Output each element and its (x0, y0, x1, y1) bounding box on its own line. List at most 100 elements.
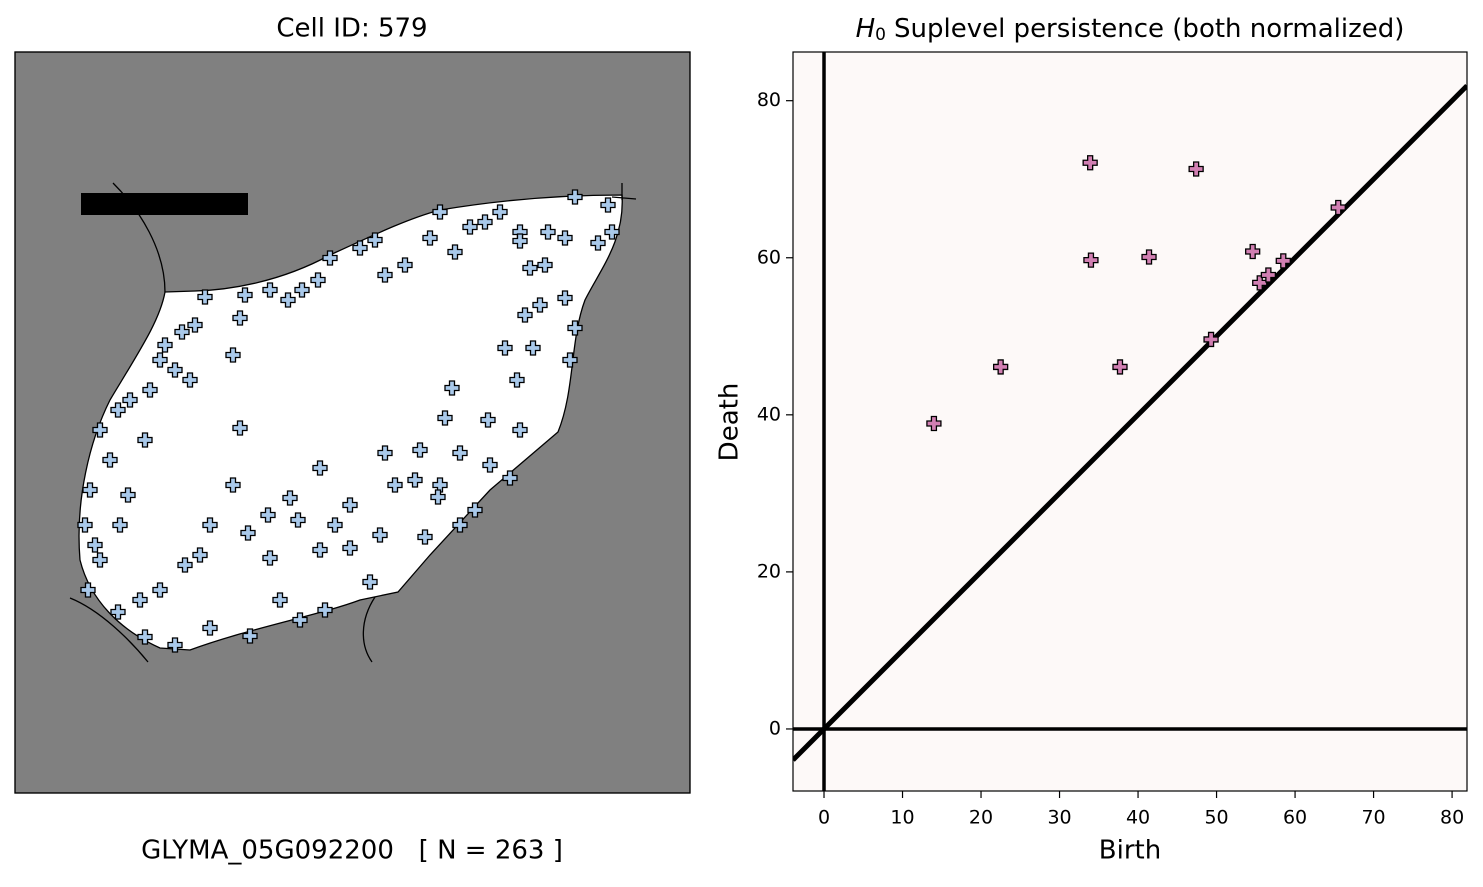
neighbor-boundary (69, 182, 637, 663)
point (492, 204, 508, 220)
point (110, 402, 126, 418)
point (327, 517, 343, 533)
point (567, 189, 583, 205)
point (562, 352, 578, 368)
x-tick-label: 20 (969, 807, 993, 829)
point (280, 292, 296, 308)
point (137, 432, 153, 448)
point (1330, 199, 1346, 216)
point (567, 320, 583, 336)
point (102, 452, 118, 468)
point (1203, 331, 1219, 348)
point (482, 457, 498, 473)
point (82, 482, 98, 498)
title-subscript: 0 (875, 25, 886, 45)
point (557, 290, 573, 306)
y-axis-label: Death (715, 383, 745, 462)
title-symbol: H (856, 14, 876, 44)
point (92, 552, 108, 568)
point (152, 582, 168, 598)
point (462, 219, 478, 235)
point (292, 612, 308, 628)
point (480, 412, 496, 428)
point (262, 550, 278, 566)
point (367, 232, 383, 248)
point (232, 420, 248, 436)
point (590, 235, 606, 251)
point (522, 260, 538, 276)
point (167, 362, 183, 378)
point (317, 602, 333, 618)
point (387, 477, 403, 493)
point (167, 637, 183, 653)
x-tick-label: 40 (1126, 807, 1150, 829)
y-tick-label: 60 (757, 246, 781, 268)
cell-outline (78, 194, 623, 651)
point (540, 224, 556, 240)
point (174, 324, 190, 340)
plot-area (77, 189, 620, 653)
x-tick-label: 30 (1047, 807, 1071, 829)
x-tick-label: 80 (1440, 807, 1464, 829)
point (322, 250, 338, 266)
point (1275, 253, 1291, 269)
point (282, 490, 298, 506)
left-title: Cell ID: 579 (276, 14, 427, 44)
point (444, 380, 460, 396)
point (242, 628, 258, 644)
point (377, 267, 393, 283)
point (604, 224, 620, 240)
point (240, 525, 256, 541)
point (1188, 161, 1204, 177)
point (87, 537, 103, 553)
point (1083, 252, 1099, 268)
point (260, 507, 276, 523)
point (1252, 275, 1268, 291)
point (430, 489, 446, 505)
point (232, 310, 248, 326)
point (92, 422, 108, 438)
point (294, 282, 310, 298)
point (80, 582, 96, 598)
point (1082, 155, 1098, 171)
point (132, 592, 148, 608)
point (197, 289, 213, 305)
plot-frame (14, 51, 691, 794)
point (417, 529, 433, 545)
point (112, 517, 128, 533)
point (1141, 249, 1157, 265)
point (225, 347, 241, 363)
point (477, 214, 493, 230)
point (512, 233, 528, 249)
point (422, 230, 438, 246)
x-tick-label: 0 (818, 807, 830, 829)
point (432, 204, 448, 220)
point (290, 512, 306, 528)
point (1245, 243, 1261, 260)
point (600, 197, 616, 213)
point (372, 527, 388, 543)
y-tick-label: 80 (757, 89, 781, 111)
point (532, 297, 548, 313)
point (312, 460, 328, 476)
y-tick-label: 0 (769, 717, 781, 739)
point (362, 574, 378, 590)
point (262, 282, 278, 298)
point (537, 257, 553, 273)
x-tick-label: 70 (1361, 807, 1385, 829)
point (157, 337, 173, 353)
point (509, 372, 525, 388)
point (137, 629, 153, 645)
plot-area (793, 52, 1467, 791)
point (432, 477, 448, 493)
point (202, 517, 218, 533)
title-text: Suplevel persistence (both normalized) (894, 14, 1404, 44)
right-title: H0 Suplevel persistence (both normalized) (856, 14, 1405, 46)
point (412, 442, 428, 458)
point (142, 382, 158, 398)
y-tick-label: 40 (757, 403, 781, 425)
point (452, 517, 468, 533)
x-tick-label: 10 (890, 807, 914, 829)
point (993, 359, 1009, 375)
point (512, 422, 528, 438)
